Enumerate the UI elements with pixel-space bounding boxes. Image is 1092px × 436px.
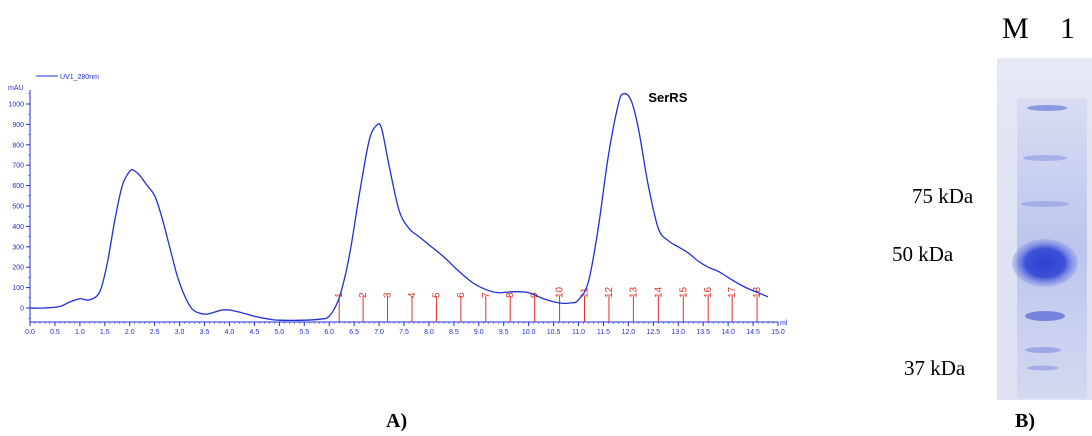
marker-label-75kda: 75 kDa	[912, 184, 974, 208]
legend-label: UV1_280nm	[60, 74, 99, 81]
x-tick-label: 2.0	[125, 329, 135, 336]
gel-band-top	[1027, 105, 1067, 111]
x-tick-label: 3.5	[200, 329, 210, 336]
x-tick-label: 5.5	[299, 329, 309, 336]
x-tick-label: 5.0	[274, 329, 284, 336]
gel-band-75	[1021, 201, 1069, 207]
fraction-label: 5	[431, 292, 442, 298]
x-tick-label: 0.0	[25, 329, 35, 336]
legend: UV1_280nm	[36, 74, 99, 81]
gel-band-bottom	[1027, 365, 1059, 371]
fraction-label: 8	[505, 292, 516, 298]
fraction-label: 15	[678, 286, 689, 298]
fraction-label: 14	[653, 286, 664, 298]
x-tick-label: 1.0	[75, 329, 85, 336]
y-tick-label: 300	[12, 244, 24, 251]
x-tick-label: 12.5	[647, 329, 661, 336]
y-tick-label: 200	[12, 265, 24, 272]
gel-band-serrs	[1012, 239, 1078, 287]
gel-band-upper	[1023, 155, 1067, 161]
y-tick-label: 600	[12, 183, 24, 190]
chromatogram-axes: 0.0 0.5 1.0 1.5 2.0 2.5 3.0 3.5 4.0 4.5 5.0 5.5 6.0 6…	[8, 90, 785, 336]
x-tick-label: 10.0	[522, 329, 536, 336]
x-tick-label: 14.5	[746, 329, 760, 336]
fraction-label: 2	[358, 292, 369, 298]
x-tick-label: 7.0	[374, 329, 384, 336]
y-tick-label: 800	[12, 142, 24, 149]
x-tick-label: 3.0	[175, 329, 185, 336]
y-tick-label: 700	[12, 163, 24, 170]
lane-label-1: 1	[1060, 12, 1075, 45]
y-tick-label: 400	[12, 224, 24, 231]
x-tick-label: 6.5	[349, 329, 359, 336]
x-tick-label: 9.5	[499, 329, 509, 336]
fraction-label: 6	[456, 292, 467, 298]
y-tick-label: 1000	[8, 102, 24, 109]
y-tick-label: 500	[12, 204, 24, 211]
lane-label-m: M	[1002, 12, 1029, 45]
y-tick-label: 0	[20, 306, 24, 313]
chromatogram: 0.0 0.5 1.0 1.5 2.0 2.5 3.0 3.5 4.0 4.5 5.0 5.5 6.0 6…	[8, 74, 788, 336]
x-tick-label: 6.0	[324, 329, 334, 336]
fraction-label: 13	[628, 286, 639, 298]
x-tick-label: 8.5	[449, 329, 459, 336]
x-axis-label: ml	[780, 320, 788, 327]
fraction-label: 11	[580, 287, 591, 298]
x-tick-label: 4.0	[225, 329, 235, 336]
panel-label-b: B)	[1015, 410, 1035, 432]
fraction-label: 4	[407, 292, 418, 298]
x-tick-label: 12.0	[622, 329, 636, 336]
x-tick-label: 13.0	[671, 329, 685, 336]
marker-label-50kda: 50 kDa	[892, 242, 954, 266]
x-tick-label: 14.0	[721, 329, 735, 336]
fraction-label: 3	[383, 292, 394, 298]
fraction-markers: 1 2 3 4 5 6 7 8 9 10 11 12 13 14 15 16 17 18	[334, 286, 763, 322]
sds-page-gel-panel: M 1 75 kDa 50 kDa 37 kDa	[880, 0, 1092, 400]
x-tick-label: 8.0	[424, 329, 434, 336]
gel-band-lower	[1025, 311, 1065, 321]
x-tick-label: 7.5	[399, 329, 409, 336]
x-tick-label: 13.5	[696, 329, 710, 336]
serrs-annotation: SerRS	[648, 90, 687, 105]
x-tick-label: 9.0	[474, 329, 484, 336]
uv-trace-line	[29, 92, 769, 321]
x-tick-label: 11.5	[597, 329, 610, 336]
fraction-label: 12	[604, 286, 615, 298]
fraction-label: 10	[555, 286, 566, 298]
fraction-label: 7	[481, 292, 492, 298]
x-tick-label: 1.5	[100, 329, 110, 336]
gel-band-37	[1025, 347, 1061, 353]
x-tick-label: 4.5	[250, 329, 260, 336]
gel-image	[997, 58, 1092, 400]
y-axis-label: mAU	[8, 85, 24, 92]
x-tick-label: 10.5	[547, 329, 561, 336]
gel-bands	[1012, 98, 1087, 398]
x-tick-label: 15.0	[771, 329, 785, 336]
fraction-label: 17	[727, 286, 738, 298]
x-tick-label: 2.5	[150, 329, 160, 336]
marker-label-37kda: 37 kDa	[904, 356, 966, 380]
x-tick-label: 11.0	[572, 329, 585, 336]
y-tick-label: 100	[12, 285, 24, 292]
fraction-label: 16	[703, 286, 714, 298]
panel-label-a: A)	[386, 410, 408, 432]
y-tick-label: 900	[12, 122, 24, 129]
x-tick-label: 0.5	[50, 329, 60, 336]
